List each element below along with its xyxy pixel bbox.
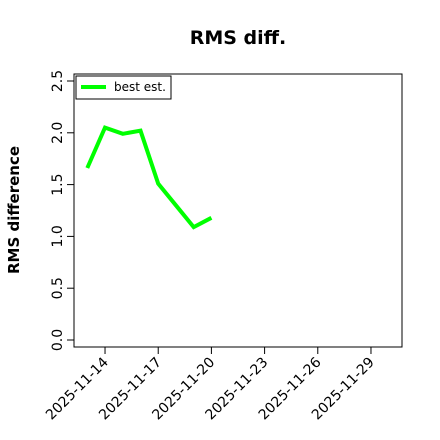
plot-frame xyxy=(73,73,403,348)
y-axis: 0.0 0.5 1.0 1.5 2.0 2.5 xyxy=(50,70,74,351)
chart-title: RMS diff. xyxy=(190,27,287,49)
x-axis: 2025-11-142025-11-172025-11-202025-11-23… xyxy=(43,347,378,423)
y-tick-label: 1.5 xyxy=(50,173,66,195)
y-axis-label: RMS difference xyxy=(5,146,23,274)
y-tick-label: 0.5 xyxy=(50,277,66,299)
y-tick-label: 2.0 xyxy=(50,122,66,144)
legend: best est. xyxy=(75,75,172,100)
y-tick-label: 0.0 xyxy=(50,329,66,351)
series-line xyxy=(85,125,213,230)
legend-box xyxy=(75,75,172,100)
legend-label: best est. xyxy=(114,80,166,94)
y-tick-label: 1.0 xyxy=(50,225,66,247)
y-tick-label: 2.5 xyxy=(50,70,66,92)
series-layer xyxy=(85,125,213,230)
